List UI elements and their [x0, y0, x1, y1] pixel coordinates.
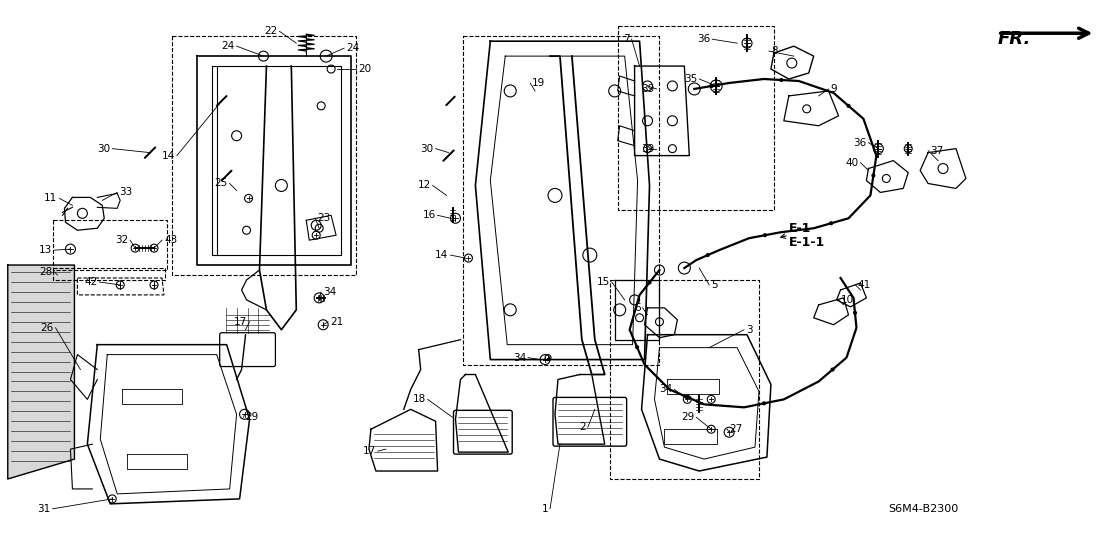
Text: 37: 37	[930, 145, 943, 155]
Text: 22: 22	[264, 26, 277, 36]
Circle shape	[872, 174, 875, 177]
Text: 14: 14	[162, 150, 175, 160]
Circle shape	[706, 254, 709, 257]
Circle shape	[636, 346, 638, 348]
Text: 26: 26	[40, 323, 53, 333]
Circle shape	[762, 402, 766, 405]
Text: 32: 32	[115, 235, 129, 245]
FancyBboxPatch shape	[453, 410, 512, 454]
Text: 10: 10	[841, 295, 853, 305]
Text: 9: 9	[831, 84, 838, 94]
Circle shape	[763, 234, 767, 237]
Text: 5: 5	[711, 280, 718, 290]
Text: 18: 18	[412, 394, 425, 404]
Text: 19: 19	[532, 78, 545, 88]
Circle shape	[648, 281, 652, 284]
Text: 16: 16	[422, 210, 435, 220]
Text: 27: 27	[729, 424, 742, 434]
Text: 34: 34	[513, 353, 526, 363]
Circle shape	[780, 79, 783, 81]
Text: 20: 20	[358, 64, 371, 74]
Circle shape	[686, 395, 688, 398]
Circle shape	[847, 105, 850, 107]
Text: 6: 6	[634, 303, 640, 313]
Text: 14: 14	[435, 250, 449, 260]
Text: 29: 29	[681, 413, 695, 422]
Text: 25: 25	[214, 179, 227, 189]
Text: S6M4-B2300: S6M4-B2300	[889, 504, 958, 514]
FancyBboxPatch shape	[219, 333, 276, 367]
Text: 7: 7	[623, 34, 629, 44]
Text: 36: 36	[697, 34, 710, 44]
Text: 2: 2	[579, 422, 586, 432]
Polygon shape	[8, 265, 74, 479]
Text: 43: 43	[164, 235, 177, 245]
Text: 41: 41	[858, 280, 871, 290]
Text: E-1-1: E-1-1	[789, 236, 825, 249]
Circle shape	[831, 368, 834, 371]
Text: 36: 36	[853, 138, 866, 148]
Text: 21: 21	[330, 317, 343, 327]
Text: E-1: E-1	[789, 222, 811, 234]
Text: 24: 24	[222, 41, 235, 51]
Text: 34: 34	[324, 287, 337, 297]
Text: 40: 40	[845, 158, 859, 168]
Text: 12: 12	[418, 180, 431, 190]
Circle shape	[830, 222, 832, 225]
Text: 13: 13	[39, 245, 52, 255]
Circle shape	[710, 85, 714, 87]
Text: 3: 3	[746, 325, 752, 335]
Text: 24: 24	[346, 43, 359, 53]
Text: 8: 8	[771, 46, 778, 56]
Text: 39: 39	[642, 84, 655, 94]
Text: 17: 17	[362, 446, 376, 456]
Text: 42: 42	[84, 277, 98, 287]
Text: 33: 33	[120, 187, 133, 197]
Text: FR.: FR.	[998, 30, 1032, 48]
Text: 35: 35	[684, 74, 697, 84]
Text: 17: 17	[234, 317, 247, 327]
Text: 31: 31	[38, 504, 51, 514]
Circle shape	[853, 311, 856, 314]
Text: 1: 1	[542, 504, 548, 514]
Text: 30: 30	[420, 144, 433, 154]
Text: 28: 28	[39, 267, 52, 277]
FancyBboxPatch shape	[553, 398, 627, 446]
Text: 29: 29	[246, 413, 259, 422]
Text: 11: 11	[44, 194, 58, 204]
Text: 34: 34	[659, 384, 673, 394]
Text: 15: 15	[596, 277, 609, 287]
Text: 30: 30	[98, 144, 110, 154]
Text: 39: 39	[642, 144, 655, 154]
Text: 23: 23	[317, 213, 330, 223]
